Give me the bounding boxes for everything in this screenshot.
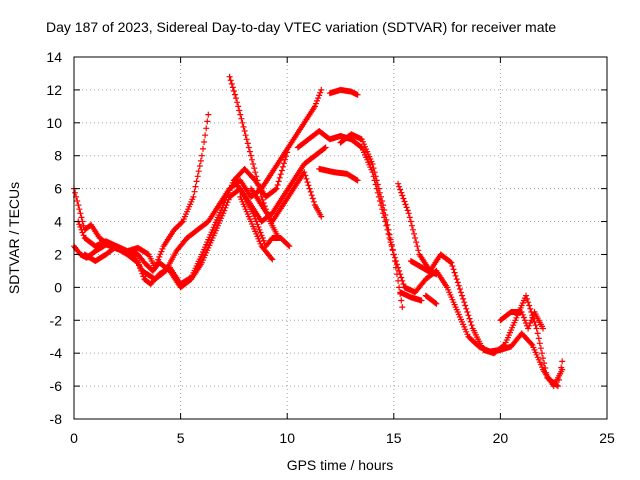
series-points — [397, 289, 425, 304]
x-tick-label: 15 — [386, 430, 402, 446]
series-trace-i — [326, 86, 361, 98]
series-points — [230, 177, 293, 250]
y-tick-label: 0 — [54, 279, 62, 295]
series-trace-f — [230, 177, 293, 250]
series-points — [422, 292, 440, 307]
y-axis-label: SDTVAR / TECUs — [6, 182, 22, 294]
x-tick-label: 0 — [70, 430, 78, 446]
y-tick-label: 6 — [54, 181, 62, 197]
series-trace-l — [337, 131, 406, 311]
series-trace-g — [248, 169, 325, 225]
y-tick-label: -8 — [50, 411, 63, 427]
series-trace-j — [316, 165, 361, 184]
y-tick-label: 10 — [46, 115, 62, 131]
x-tick-label: 10 — [279, 430, 295, 446]
series-points — [497, 309, 546, 332]
x-tick-label: 20 — [493, 430, 509, 446]
series-trace-k — [294, 128, 566, 390]
y-tick-label: 2 — [54, 246, 62, 262]
series-trace-o — [397, 289, 425, 304]
y-tick-label: 4 — [54, 214, 62, 230]
x-tick-label: 5 — [177, 430, 185, 446]
plot-frame — [73, 56, 608, 420]
y-tick-label: -6 — [50, 378, 63, 394]
chart-title: Day 187 of 2023, Sidereal Day-to-day VTE… — [46, 19, 556, 35]
series-trace-p — [422, 292, 440, 307]
series-trace-h — [237, 193, 276, 263]
series-points — [248, 169, 325, 225]
series-trace-q — [497, 309, 546, 332]
series-points — [407, 258, 440, 278]
series-points — [294, 128, 566, 390]
x-axis-label: GPS time / hours — [287, 457, 394, 473]
series-trace-m — [395, 180, 566, 390]
y-axis-ticks: -8 -6 -4 -2 0 2 4 6 8 10 12 14 — [46, 49, 607, 427]
y-tick-label: -2 — [50, 312, 63, 328]
y-tick-label: 14 — [46, 49, 62, 65]
series-points — [316, 165, 361, 184]
series-points — [337, 131, 406, 311]
series-points — [237, 193, 276, 263]
x-tick-label: 25 — [599, 430, 615, 446]
series-points — [326, 86, 361, 98]
y-tick-label: -4 — [50, 345, 63, 361]
series-points — [395, 180, 566, 390]
y-tick-label: 12 — [46, 82, 62, 98]
x-axis-ticks: 0 5 10 15 20 25 — [70, 57, 615, 446]
series-trace-n — [407, 258, 440, 278]
y-tick-label: 8 — [54, 148, 62, 164]
